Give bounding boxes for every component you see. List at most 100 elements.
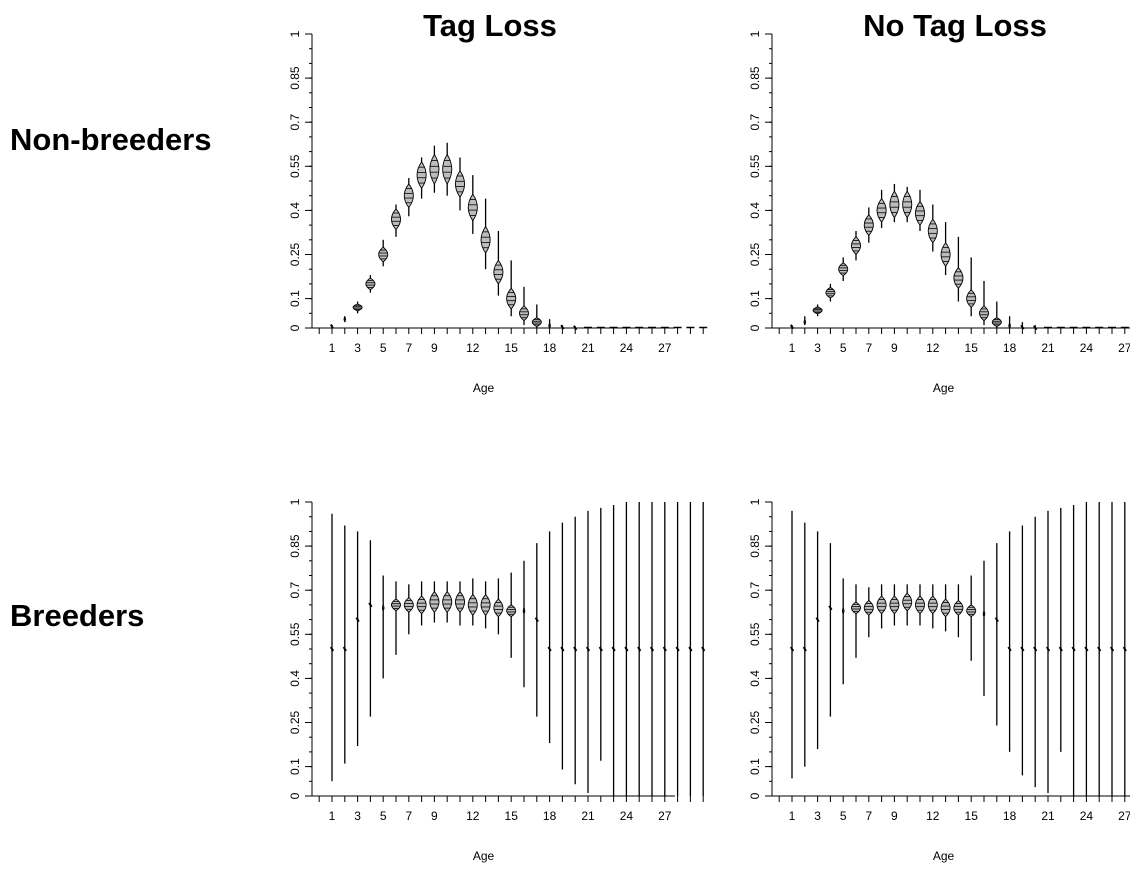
violin-age-12 bbox=[467, 175, 478, 234]
violin-body bbox=[927, 218, 938, 244]
violin-age-7 bbox=[403, 584, 414, 635]
violin-median-mark bbox=[802, 646, 807, 652]
violin-age-1 bbox=[789, 510, 795, 779]
violin-age-9 bbox=[889, 584, 900, 626]
violin-age-10 bbox=[442, 142, 453, 196]
violin-age-6 bbox=[390, 581, 402, 655]
x-tick-label: 21 bbox=[581, 341, 595, 355]
x-axis-title: Age bbox=[933, 381, 955, 395]
violin-age-19 bbox=[560, 324, 565, 330]
violin-age-9 bbox=[429, 581, 440, 623]
y-tick-label: 0.25 bbox=[748, 710, 762, 734]
violin-median-mark bbox=[1058, 646, 1063, 652]
violin-median-mark bbox=[1020, 646, 1025, 652]
violin-body bbox=[850, 236, 862, 256]
violin-age-19 bbox=[1020, 322, 1025, 330]
violin-age-20 bbox=[573, 325, 578, 331]
x-tick-label: 21 bbox=[581, 809, 595, 823]
violin-age-8 bbox=[876, 189, 887, 229]
violin-age-8 bbox=[876, 584, 887, 629]
violin-age-20 bbox=[573, 516, 578, 785]
x-tick-label: 24 bbox=[1080, 809, 1094, 823]
violin-median-mark bbox=[1084, 646, 1089, 652]
violin-age-13 bbox=[940, 222, 951, 276]
violin-age-24 bbox=[624, 502, 629, 796]
x-tick-label: 27 bbox=[658, 341, 672, 355]
violin-body bbox=[390, 208, 402, 231]
y-tick-label: 0 bbox=[748, 324, 762, 331]
violin-age-26 bbox=[649, 502, 655, 796]
violin-age-21 bbox=[585, 510, 591, 794]
y-tick-label: 0 bbox=[288, 792, 302, 799]
x-tick-label: 15 bbox=[505, 809, 519, 823]
violin-body bbox=[876, 595, 887, 615]
y-tick-label: 0.85 bbox=[288, 534, 302, 558]
violin-body bbox=[902, 190, 913, 219]
violin-body bbox=[467, 193, 478, 222]
y-tick-label: 0.4 bbox=[288, 202, 302, 219]
violin-body bbox=[493, 598, 504, 618]
violin-age-1 bbox=[789, 324, 795, 330]
y-tick-label: 0.4 bbox=[748, 202, 762, 219]
violin-body bbox=[378, 246, 389, 263]
violin-body bbox=[493, 259, 504, 285]
violin-median-mark bbox=[789, 646, 795, 652]
y-tick-label: 0 bbox=[288, 324, 302, 331]
violin-age-23 bbox=[611, 504, 616, 796]
violin-age-5 bbox=[838, 257, 849, 281]
violin-age-3 bbox=[815, 531, 820, 749]
violin-age-4 bbox=[828, 543, 833, 717]
y-tick-label: 0.55 bbox=[748, 154, 762, 178]
violin-age-17 bbox=[531, 304, 542, 328]
y-tick-label: 1 bbox=[288, 498, 302, 505]
y-tick-label: 0.7 bbox=[748, 114, 762, 131]
x-tick-label: 7 bbox=[405, 341, 412, 355]
violin-body bbox=[390, 598, 402, 612]
violin-body bbox=[927, 595, 938, 615]
violin-body bbox=[518, 305, 530, 322]
x-tick-label: 1 bbox=[329, 341, 336, 355]
violin-body bbox=[953, 599, 964, 616]
x-tick-label: 24 bbox=[620, 341, 634, 355]
violin-median-mark bbox=[329, 324, 335, 330]
violin-median-mark bbox=[547, 646, 552, 652]
violin-body bbox=[480, 225, 491, 254]
violin-age-13 bbox=[480, 198, 491, 270]
violin-age-13 bbox=[480, 581, 491, 629]
violin-age-8 bbox=[416, 581, 427, 626]
y-tick-label: 0.1 bbox=[748, 290, 762, 307]
y-tick-label: 0.55 bbox=[748, 622, 762, 646]
violin-median-mark bbox=[815, 617, 820, 623]
x-tick-label: 12 bbox=[466, 341, 480, 355]
violin-age-15 bbox=[966, 257, 977, 317]
x-tick-label: 15 bbox=[965, 809, 979, 823]
violin-age-2 bbox=[342, 525, 347, 764]
violin-median-mark bbox=[1071, 646, 1076, 652]
violin-body bbox=[416, 161, 427, 190]
violin-median-mark bbox=[368, 602, 373, 608]
y-tick-label: 1 bbox=[748, 498, 762, 505]
x-tick-label: 27 bbox=[658, 809, 672, 823]
violin-median-mark bbox=[611, 646, 616, 652]
violin-age-10 bbox=[442, 581, 453, 623]
violin-body bbox=[914, 595, 926, 615]
violin-age-14 bbox=[953, 236, 964, 302]
violin-body bbox=[429, 153, 440, 185]
y-tick-label: 0.4 bbox=[288, 670, 302, 687]
row-label-non-breeders: Non-breeders bbox=[10, 122, 212, 157]
violin-body bbox=[506, 287, 517, 310]
x-tick-label: 18 bbox=[543, 809, 557, 823]
violin-median-mark bbox=[573, 646, 578, 652]
x-tick-label: 5 bbox=[840, 809, 847, 823]
violin-age-11 bbox=[454, 581, 466, 626]
row-label-breeders: Breeders bbox=[10, 598, 145, 633]
x-tick-label: 7 bbox=[865, 341, 872, 355]
violin-age-19 bbox=[560, 522, 565, 770]
violin-median-mark bbox=[637, 646, 642, 652]
x-tick-label: 3 bbox=[354, 809, 361, 823]
violin-age-20 bbox=[1033, 325, 1038, 331]
violin-body bbox=[889, 190, 900, 219]
violin-body bbox=[403, 596, 414, 613]
violin-age-2 bbox=[343, 316, 347, 323]
violin-body bbox=[365, 277, 376, 291]
